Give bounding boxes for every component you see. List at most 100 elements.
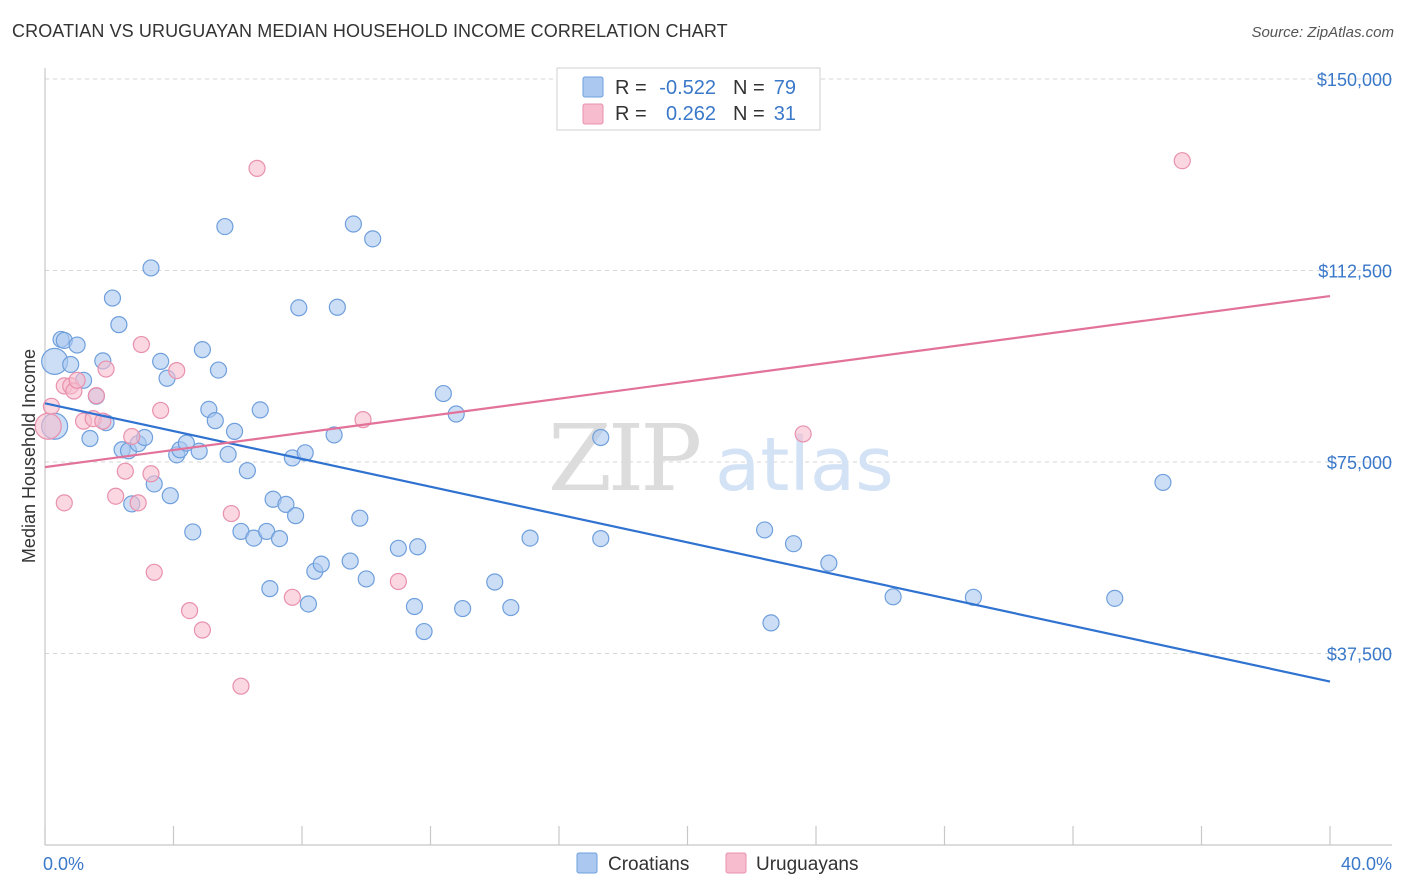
croatians-point [184, 523, 202, 541]
croatians-point [103, 289, 122, 307]
x-tick-label-max: 40.0% [1341, 854, 1392, 874]
legend-swatch-croatians [582, 76, 604, 98]
uruguayans-points [34, 152, 1191, 695]
croatians-point [216, 217, 234, 236]
legend-n-value-croatians: 79 [774, 77, 796, 99]
croatians-point [161, 487, 179, 505]
uruguayans-point [116, 462, 134, 480]
croatians-point [62, 355, 80, 374]
croatians-point [357, 570, 375, 588]
croatians-point [344, 215, 362, 233]
croatians-point [152, 352, 170, 370]
y-tick-label: $112,500 [1318, 262, 1392, 282]
croatians-point [258, 522, 276, 541]
legend: R = -0.522 N = 79 R = 0.262 N = 31 [556, 67, 821, 131]
uruguayans-point [193, 621, 212, 639]
uruguayans-point [97, 360, 115, 378]
bottom-legend-label-croatians: Croatians [608, 854, 689, 875]
uruguayans-point [248, 159, 266, 177]
y-tick-label: $150,000 [1317, 70, 1392, 90]
croatians-point [409, 538, 427, 556]
croatians-point [328, 298, 346, 316]
croatians-point [762, 614, 780, 632]
uruguayans-point [389, 572, 407, 591]
uruguayans-point [123, 427, 141, 446]
croatians-point [389, 539, 407, 557]
croatians-points [41, 215, 1172, 641]
chart-title: CROATIAN VS URUGUAYAN MEDIAN HOUSEHOLD I… [12, 21, 728, 41]
croatians-point [238, 462, 256, 480]
uruguayans-point [283, 588, 301, 606]
croatians-point [290, 299, 308, 317]
croatians-point [784, 535, 803, 553]
uruguayans-point [152, 401, 170, 420]
uruguayans-point [168, 361, 186, 380]
legend-n-label-croatians: N = [733, 77, 765, 99]
uruguayans-point [107, 487, 125, 505]
bottom-legend-swatch-uruguayans [725, 852, 747, 874]
uruguayans-point [1173, 152, 1191, 170]
croatians-point [68, 336, 86, 354]
chart-source: Source: ZipAtlas.com [1251, 24, 1394, 41]
croatians-point [312, 555, 330, 573]
uruguayans-point [145, 563, 163, 581]
uruguayans-point [87, 387, 106, 405]
uruguayans-point [180, 602, 199, 620]
uruguayans-point [34, 412, 62, 440]
croatians-point [341, 552, 359, 570]
grid-lines [45, 78, 1392, 654]
y-axis-label: Median Household Income [19, 349, 39, 563]
croatians-point [364, 230, 382, 248]
y-tick-label: $75,000 [1327, 453, 1392, 473]
croatians-point [1106, 589, 1124, 607]
legend-n-value-uruguayans: 31 [774, 103, 796, 125]
croatians-point [820, 554, 838, 572]
y-tick-labels: $37,500 $75,000 $112,500 $150,000 [1317, 70, 1392, 665]
uruguayans-point [55, 494, 73, 512]
croatians-point [277, 495, 295, 513]
x-tick-label-min: 0.0% [43, 854, 84, 874]
y-tick-label: $37,500 [1327, 645, 1392, 665]
trend-lines [44, 294, 1331, 683]
croatians-point [110, 316, 128, 334]
croatians-point [405, 597, 424, 616]
croatians-trend-line [44, 402, 1331, 683]
uruguayans-point [232, 677, 250, 695]
croatians-point [261, 580, 279, 598]
bottom-legend-label-uruguayans: Uruguayans [756, 854, 858, 875]
croatians-point [454, 599, 472, 618]
croatians-point [209, 361, 228, 379]
croatians-point [415, 622, 433, 641]
axes [44, 68, 1392, 846]
bottom-legend-swatch-croatians [576, 852, 598, 874]
croatians-point [592, 428, 610, 447]
watermark: ZIP atlas [548, 405, 894, 512]
legend-r-value-uruguayans: 0.262 [666, 103, 716, 125]
croatians-point [286, 507, 305, 525]
uruguayans-point [129, 494, 147, 512]
legend-swatch-uruguayans [582, 103, 604, 125]
croatians-point [225, 422, 244, 440]
croatians-point [299, 595, 318, 613]
croatians-point [502, 598, 520, 617]
uruguayans-point [222, 504, 240, 523]
croatians-point [325, 426, 343, 444]
croatians-point [206, 412, 224, 430]
croatians-point [486, 573, 504, 591]
watermark-zip: ZIP [548, 405, 699, 512]
croatians-point [219, 445, 237, 463]
uruguayans-point [68, 371, 86, 389]
uruguayans-point [142, 465, 160, 483]
croatians-point [296, 444, 314, 462]
croatians-point [755, 521, 774, 539]
x-tick-marks [44, 826, 1331, 845]
uruguayans-trend-line [44, 294, 1331, 469]
croatians-point [592, 529, 610, 548]
croatians-point [884, 588, 902, 606]
legend-r-label-uruguayans: R = [615, 103, 647, 125]
croatians-point [251, 401, 269, 419]
legend-r-label-croatians: R = [615, 77, 647, 99]
croatians-point [351, 509, 369, 527]
croatians-point [142, 259, 160, 277]
